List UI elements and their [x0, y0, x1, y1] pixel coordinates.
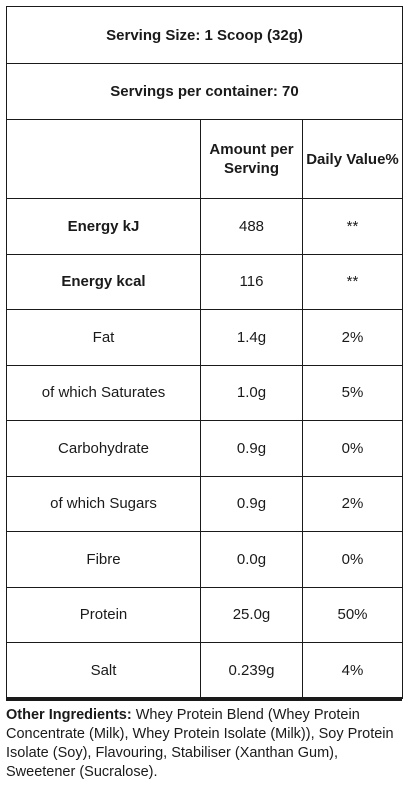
nutrient-row: Salt 0.239g 4%	[6, 642, 404, 699]
servings-per-container: Servings per container: 70	[5, 63, 404, 120]
nutrient-daily-value: **	[301, 253, 404, 310]
nutrient-name: of which Sugars	[6, 475, 201, 532]
nutrient-daily-value: 2%	[301, 309, 404, 366]
column-header-row: Amount per Serving Daily Value%	[6, 119, 404, 199]
amount-header-line2: Serving	[223, 160, 280, 177]
nutrient-name: Fat	[6, 309, 201, 366]
nutrient-daily-value: 5%	[301, 364, 404, 421]
ingredients-text: Whey Protein Blend (Whey Protein Concent…	[6, 707, 394, 780]
table-bottom-rule	[6, 697, 402, 701]
nutrient-name: Energy kJ	[6, 198, 201, 255]
nutrient-amount: 488	[200, 198, 303, 255]
nutrient-name: Fibre	[6, 531, 201, 588]
nutrient-amount: 25.0g	[200, 586, 303, 643]
nutrient-name: Carbohydrate	[6, 420, 201, 477]
nutrient-amount: 0.9g	[200, 420, 303, 477]
nutrient-daily-value: 4%	[301, 642, 404, 699]
nutrient-name: Energy kcal	[6, 253, 201, 310]
nutrient-daily-value: **	[301, 198, 404, 255]
nutrient-row: of which Saturates 1.0g 5%	[6, 364, 404, 421]
other-ingredients: Other Ingredients: Whey Protein Blend (W…	[6, 706, 402, 782]
nutrient-row: of which Sugars 0.9g 2%	[6, 475, 404, 532]
nutrient-row: Carbohydrate 0.9g 0%	[6, 420, 404, 477]
nutrient-daily-value: 0%	[301, 531, 404, 588]
nutrient-amount: 0.0g	[200, 531, 303, 588]
nutrient-amount: 0.9g	[200, 475, 303, 532]
serving-size-row: Serving Size: 1 Scoop (32g)	[5, 6, 404, 64]
header-blank-cell	[6, 119, 201, 199]
nutrient-amount: 116	[200, 253, 303, 310]
nutrient-daily-value: 0%	[301, 420, 404, 477]
nutrient-row: Energy kcal 116 **	[6, 253, 404, 310]
amount-header-line1: Amount per	[209, 141, 294, 158]
daily-value-header: Daily Value%	[301, 119, 404, 199]
nutrient-name: Protein	[6, 586, 201, 643]
nutrient-amount: 1.0g	[200, 364, 303, 421]
nutrient-name: of which Saturates	[6, 364, 201, 421]
ingredients-label: Other Ingredients:	[6, 707, 132, 723]
nutrient-daily-value: 2%	[301, 475, 404, 532]
nutrient-row: Fat 1.4g 2%	[6, 309, 404, 366]
amount-per-serving-header: Amount per Serving	[200, 119, 303, 199]
nutrient-amount: 0.239g	[200, 642, 303, 699]
nutrient-row: Energy kJ 488 **	[6, 198, 404, 255]
nutrient-name: Salt	[6, 642, 201, 699]
servings-per-container-row: Servings per container: 70	[5, 63, 404, 120]
nutrient-row: Protein 25.0g 50%	[6, 586, 404, 643]
nutrient-daily-value: 50%	[301, 586, 404, 643]
serving-size: Serving Size: 1 Scoop (32g)	[5, 6, 404, 64]
nutrition-table: Serving Size: 1 Scoop (32g) Servings per…	[5, 6, 404, 699]
nutrient-row: Fibre 0.0g 0%	[6, 531, 404, 588]
nutrient-amount: 1.4g	[200, 309, 303, 366]
